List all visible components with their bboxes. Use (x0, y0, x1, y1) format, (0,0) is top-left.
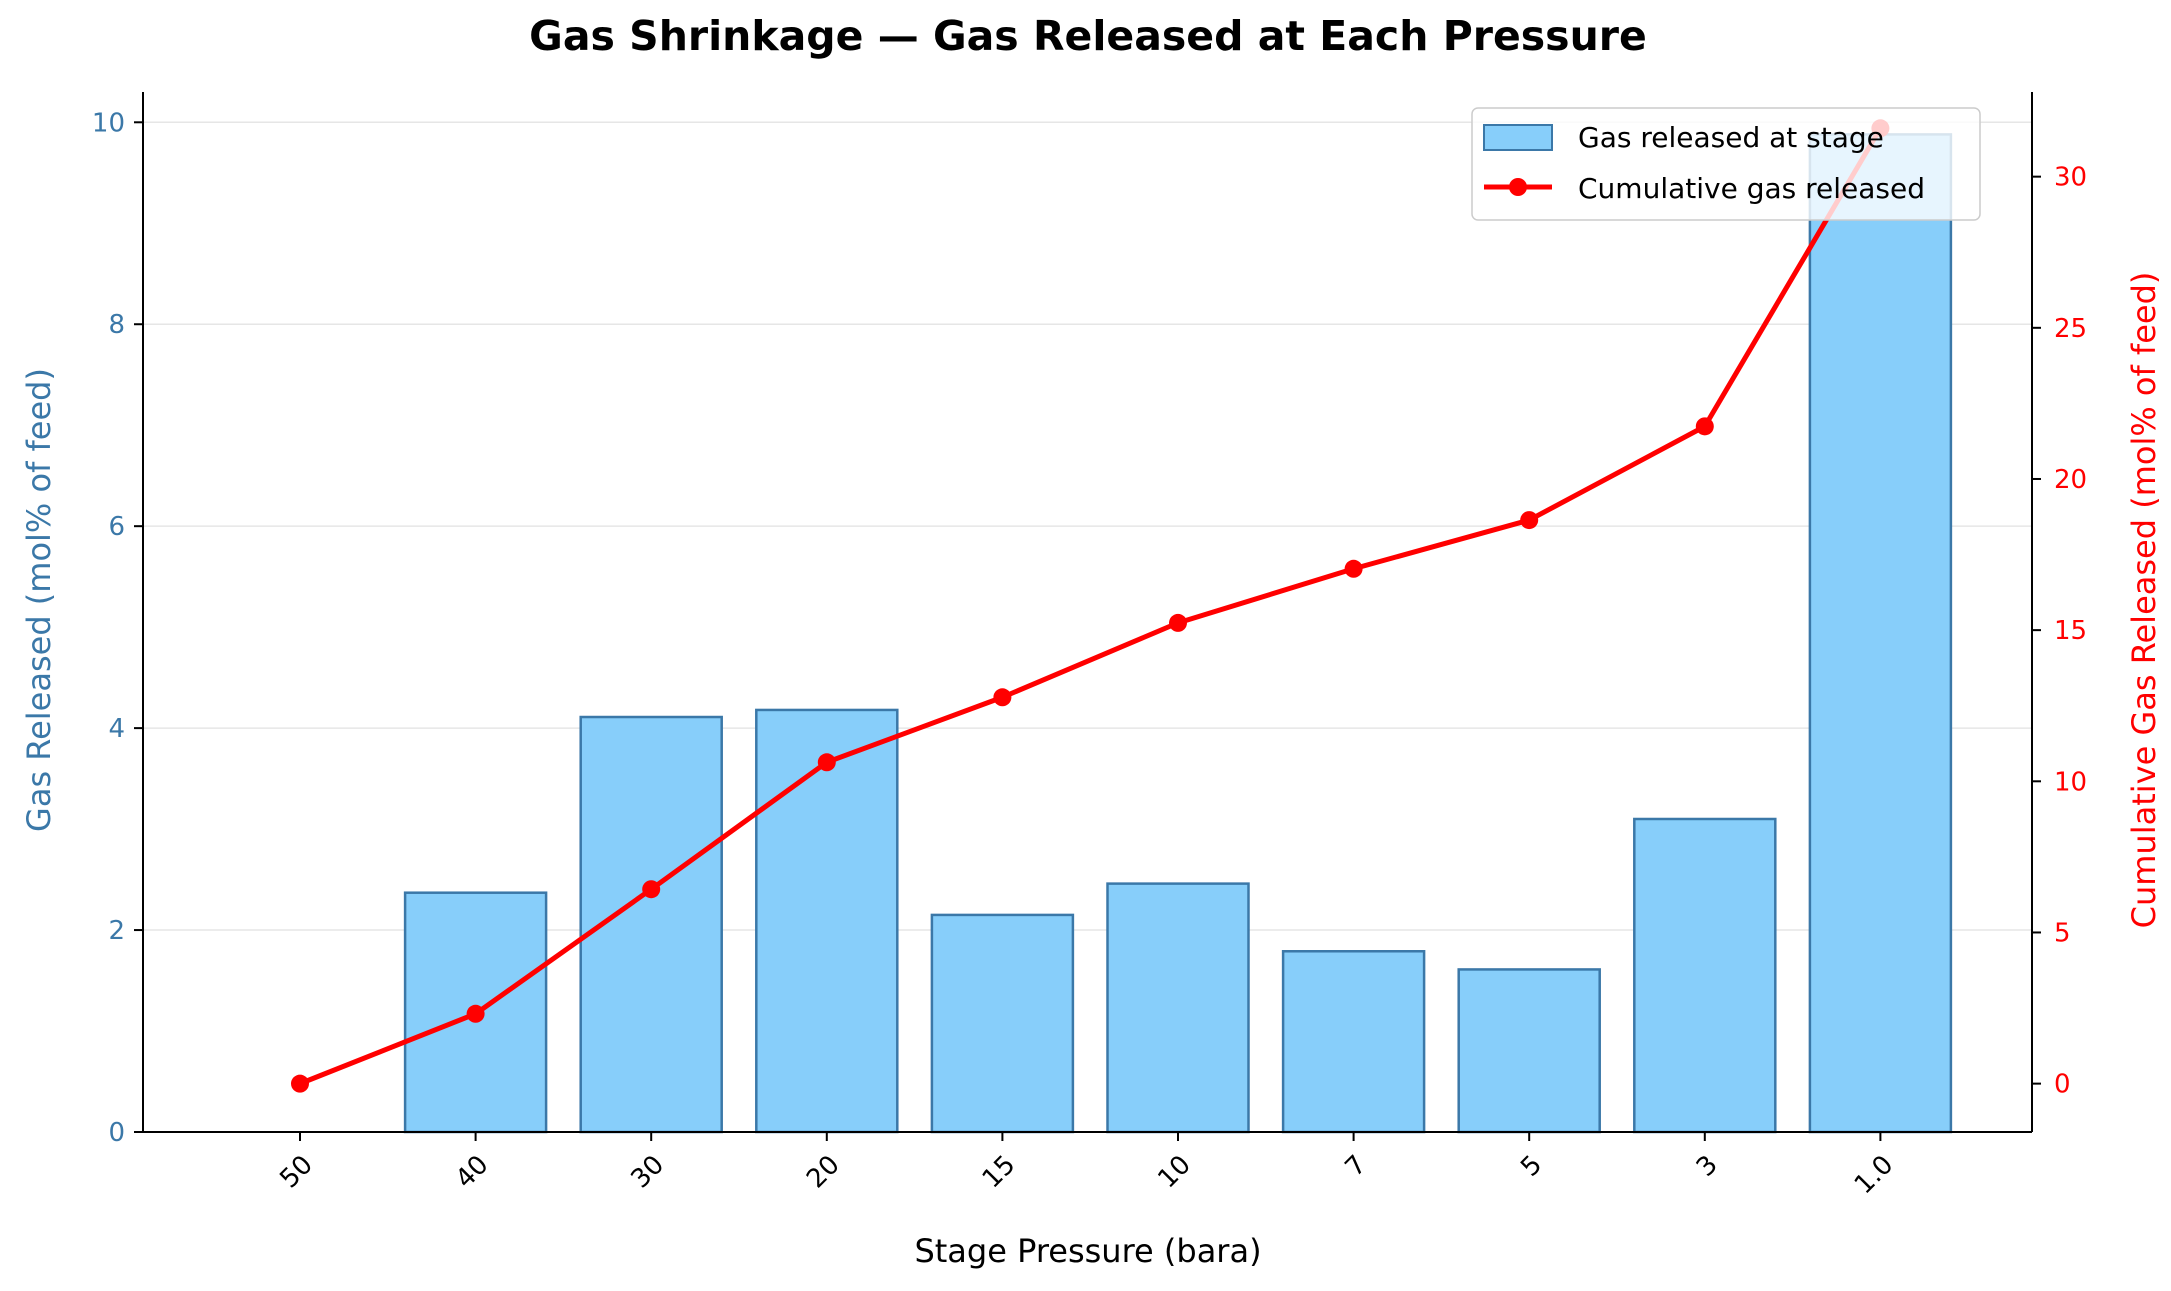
left-y-tick-label-5: 10 (92, 108, 125, 138)
cumulative-line (299, 127, 1883, 1086)
legend-swatch-marker (1509, 178, 1527, 196)
bar-6 (1281, 950, 1426, 1134)
right-y-tick-label-6: 30 (2054, 163, 2087, 193)
bar-8 (1633, 817, 1777, 1134)
left-y-tick-labels: 0 2 4 6 8 10 (92, 108, 143, 1148)
legend-label-line: Cumulative gas released (1578, 172, 1925, 205)
x-axis-label: Stage Pressure (bara) (914, 1232, 1261, 1270)
cumulative-point-2 (642, 880, 661, 899)
left-y-axis-label: Gas Released (mol% of feed) (20, 368, 58, 832)
cumulative-point-3 (817, 753, 836, 772)
cumulative-point-1 (466, 1004, 485, 1023)
right-y-axis-label: Cumulative Gas Released (mol% of feed) (2125, 272, 2163, 929)
cumulative-point-5 (1169, 613, 1187, 632)
legend-swatch-bar (1483, 124, 1553, 151)
chart-title: Gas Shrinkage — Gas Released at Each Pre… (529, 12, 1647, 60)
cumulative-point-0 (291, 1074, 309, 1093)
bar-1 (403, 891, 548, 1134)
axes (142, 92, 2033, 1133)
left-y-tick-label-3: 6 (108, 512, 125, 542)
legend: Gas released at stage Cumulative gas rel… (1471, 107, 1981, 221)
bar-4 (930, 913, 1075, 1134)
left-y-tick-label-2: 4 (108, 714, 125, 744)
right-y-tick-labels: 0 5 10 15 20 25 30 (2032, 163, 2087, 1100)
right-y-tick-label-0: 0 (2054, 1070, 2071, 1100)
cumulative-point-8 (1695, 417, 1714, 436)
right-y-tick-label-5: 25 (2054, 314, 2087, 344)
right-y-tick-label-4: 20 (2054, 465, 2087, 495)
right-y-tick-label-1: 5 (2054, 918, 2071, 948)
legend-label-bar: Gas released at stage (1578, 121, 1884, 154)
bar-5 (1106, 882, 1250, 1134)
cumulative-point-7 (1520, 511, 1539, 530)
legend-box (1471, 107, 1981, 221)
right-y-tick-label-2: 10 (2054, 767, 2087, 797)
left-y-tick-label-0: 0 (108, 1118, 125, 1148)
bar-7 (1457, 968, 1601, 1134)
left-y-tick-label-1: 2 (108, 916, 125, 946)
cumulative-point-6 (1344, 559, 1363, 578)
cumulative-point-4 (993, 688, 1012, 707)
right-y-tick-label-3: 15 (2054, 616, 2087, 646)
bar-9 (1808, 133, 1953, 1134)
bar-3 (755, 708, 899, 1134)
left-y-tick-label-4: 8 (108, 310, 125, 340)
